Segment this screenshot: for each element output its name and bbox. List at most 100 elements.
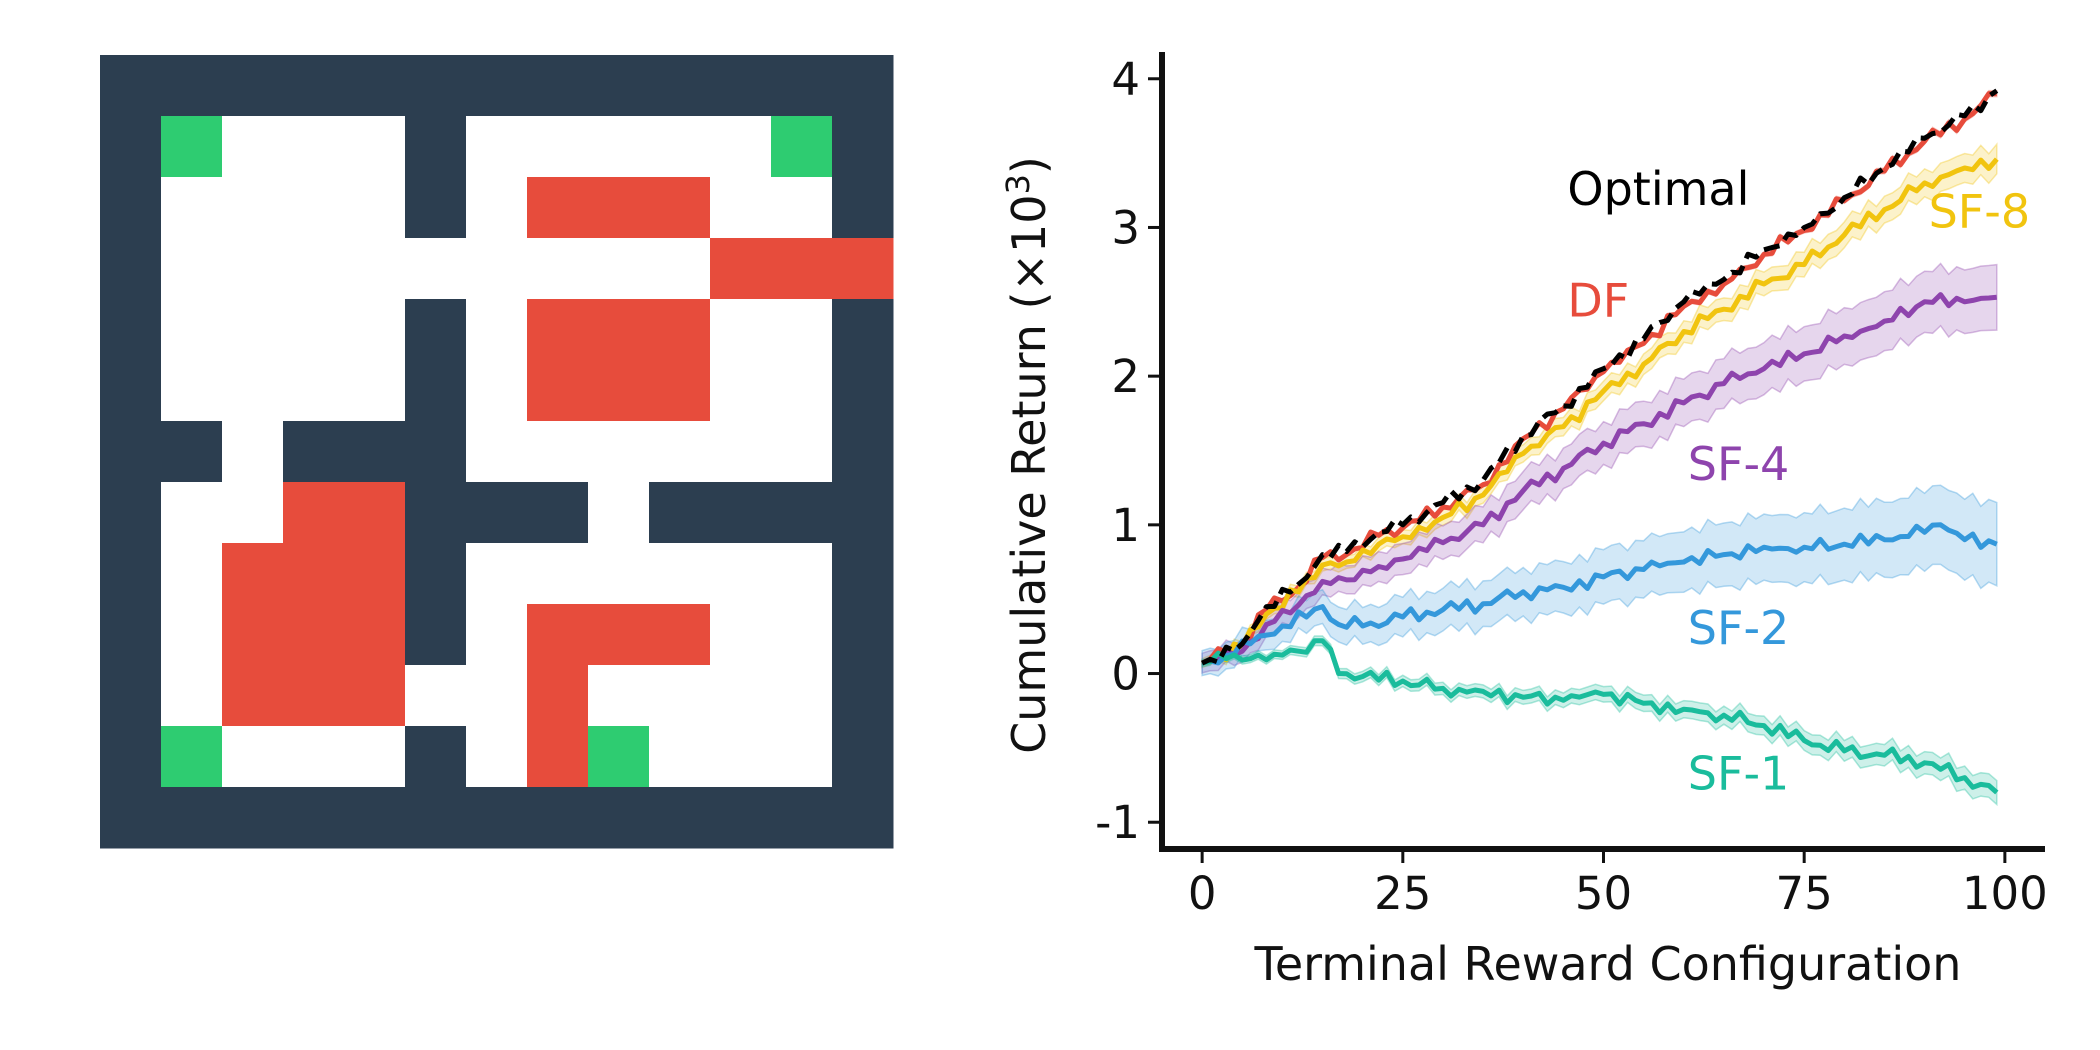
open-cell — [283, 116, 345, 178]
open-cell — [527, 116, 589, 178]
open-cell — [283, 238, 345, 300]
y-tick-label: 1 — [1111, 499, 1140, 552]
wall-cell — [466, 482, 528, 544]
y-axis-title-close: ) — [1002, 156, 1056, 174]
y-tick-label: 3 — [1111, 201, 1140, 254]
open-cell — [405, 238, 467, 300]
wall-cell — [405, 360, 467, 422]
wall-cell — [161, 421, 223, 483]
open-cell — [771, 299, 833, 361]
penalty-cell — [527, 604, 589, 666]
wall-cell — [710, 55, 772, 117]
open-cell — [222, 299, 284, 361]
open-cell — [466, 726, 528, 788]
open-cell — [283, 726, 345, 788]
wall-cell — [100, 116, 162, 178]
open-cell — [649, 116, 711, 178]
y-ticks: -1 0 1 2 3 4 — [1095, 53, 1162, 849]
penalty-cell — [527, 360, 589, 422]
open-cell — [710, 604, 772, 666]
wall-cell — [466, 787, 528, 849]
open-cell — [588, 238, 650, 300]
wall-cell — [832, 482, 894, 544]
terminal-reward-cell — [771, 116, 833, 178]
wall-cell — [344, 55, 406, 117]
terminal-reward-cell — [161, 726, 223, 788]
open-cell — [710, 299, 772, 361]
y-tick-label: 4 — [1111, 53, 1140, 106]
terminal-reward-cell — [588, 726, 650, 788]
wall-cell — [100, 177, 162, 239]
series-label-df: DF — [1567, 274, 1629, 328]
open-cell — [588, 665, 650, 727]
penalty-cell — [527, 299, 589, 361]
line-df — [1201, 91, 1997, 666]
open-cell — [344, 360, 406, 422]
series-label-sf-1: SF-1 — [1688, 747, 1790, 801]
penalty-cell — [222, 665, 284, 727]
x-tick-label: 25 — [1374, 867, 1431, 920]
wall-cell — [100, 665, 162, 727]
line-sf-1 — [1201, 638, 1999, 795]
wall-cell — [283, 55, 345, 117]
penalty-cell — [527, 665, 589, 727]
open-cell — [771, 360, 833, 422]
wall-cell — [832, 116, 894, 178]
wall-cell — [832, 604, 894, 666]
open-cell — [588, 543, 650, 605]
series-labels: Optimal SF-8 DF SF-4 SF-2 SF-1 — [1567, 162, 2030, 800]
line-optimal — [1201, 88, 1999, 666]
line-sf-2 — [1201, 522, 1998, 666]
band-sf-2 — [1201, 484, 1998, 677]
open-cell — [527, 421, 589, 483]
wall-cell — [588, 55, 650, 117]
open-cell — [771, 177, 833, 239]
open-cell — [771, 604, 833, 666]
open-cell — [588, 421, 650, 483]
wall-cell — [832, 421, 894, 483]
wall-cell — [832, 543, 894, 605]
penalty-cell — [588, 299, 650, 361]
open-cell — [344, 726, 406, 788]
open-cell — [466, 360, 528, 422]
open-cell — [649, 726, 711, 788]
open-cell — [344, 177, 406, 239]
wall-cell — [405, 421, 467, 483]
wall-cell — [832, 360, 894, 422]
terminal-reward-cell — [161, 116, 223, 178]
wall-cell — [344, 787, 406, 849]
wall-cell — [832, 787, 894, 849]
x-tick-label: 50 — [1575, 867, 1632, 920]
open-cell — [649, 543, 711, 605]
open-cell — [161, 482, 223, 544]
wall-cell — [588, 787, 650, 849]
open-cell — [649, 665, 711, 727]
wall-cell — [771, 55, 833, 117]
open-cell — [222, 116, 284, 178]
open-cell — [222, 360, 284, 422]
wall-cell — [405, 299, 467, 361]
open-cell — [222, 421, 284, 483]
wall-cell — [832, 177, 894, 239]
penalty-cell — [344, 482, 406, 544]
open-cell — [771, 543, 833, 605]
open-cell — [283, 177, 345, 239]
penalty-cell — [222, 604, 284, 666]
open-cell — [161, 604, 223, 666]
wall-cell — [344, 421, 406, 483]
wall-cell — [100, 238, 162, 300]
wall-cell — [100, 360, 162, 422]
wall-cell — [832, 726, 894, 788]
wall-cell — [527, 482, 589, 544]
open-cell — [222, 177, 284, 239]
wall-cell — [466, 55, 528, 117]
open-cell — [771, 726, 833, 788]
wall-cell — [527, 55, 589, 117]
series-label-sf-2: SF-2 — [1688, 601, 1790, 655]
wall-cell — [649, 482, 711, 544]
wall-cell — [405, 177, 467, 239]
open-cell — [222, 238, 284, 300]
open-cell — [161, 177, 223, 239]
penalty-cell — [344, 665, 406, 727]
